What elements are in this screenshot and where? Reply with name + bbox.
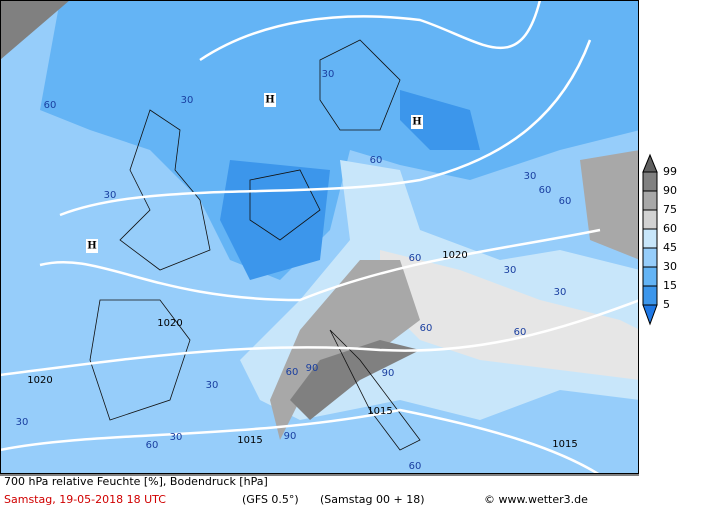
humidity-label: 60 xyxy=(44,100,57,111)
colorbar-box xyxy=(642,266,658,287)
humidity-label: 30 xyxy=(170,432,183,443)
humidity-label: 30 xyxy=(322,69,335,80)
colorbar-label: 30 xyxy=(663,260,677,273)
colorbar-box xyxy=(642,190,658,211)
isobar-label: 1020 xyxy=(442,250,467,261)
humidity-90-99 xyxy=(1,1,69,60)
footer-model: (GFS 0.5°) xyxy=(242,493,299,506)
colorbar-label: 60 xyxy=(663,222,677,235)
humidity-label: 30 xyxy=(16,417,29,428)
footer-date: Samstag, 19-05-2018 18 UTC xyxy=(4,493,166,506)
pressure-center-box xyxy=(264,93,276,107)
isobar-label: 1020 xyxy=(157,318,182,329)
pressure-center-box xyxy=(411,115,423,129)
map-frame xyxy=(0,0,639,474)
colorbar-label: 90 xyxy=(663,184,677,197)
isobar-label: 1015 xyxy=(367,406,392,417)
colorbar-box xyxy=(642,285,658,306)
pressure-center: H xyxy=(412,117,421,128)
humidity-label: 90 xyxy=(382,368,395,379)
humidity-label: 60 xyxy=(146,440,159,451)
humidity-label: 30 xyxy=(554,287,567,298)
colorbar-bottom-arrow xyxy=(642,304,658,326)
colorbar-label: 75 xyxy=(663,203,677,216)
colorbar: 99 90 75 60 45 30 15 5 xyxy=(642,153,677,326)
humidity-label: 30 xyxy=(504,265,517,276)
humidity-label: 60 xyxy=(514,327,527,338)
humidity-label: 90 xyxy=(306,363,319,374)
pressure-center: H xyxy=(265,95,274,106)
colorbar-label: 45 xyxy=(663,241,677,254)
isobars xyxy=(1,1,638,473)
humidity-label: 60 xyxy=(559,196,572,207)
isobar-label: 1020 xyxy=(27,375,52,386)
humidity-label: 60 xyxy=(420,323,433,334)
isobar-label: 1015 xyxy=(552,439,577,450)
footer-run: (Samstag 00 + 18) xyxy=(320,493,425,506)
colorbar-label: 15 xyxy=(663,279,677,292)
humidity-label: 30 xyxy=(524,171,537,182)
humidity-label: 60 xyxy=(539,185,552,196)
pressure-center-box xyxy=(86,239,98,253)
colorbar-label: 99 xyxy=(663,165,677,178)
humidity-label: 60 xyxy=(286,367,299,378)
colorbar-top-arrow xyxy=(642,153,658,173)
colorbar-box xyxy=(642,209,658,230)
humidity-15-30 xyxy=(40,1,638,280)
humidity-75-90 xyxy=(270,260,420,440)
footer-copyright: © www.wetter3.de xyxy=(484,493,588,506)
isobar-label: 1015 xyxy=(237,435,262,446)
colorbar-box xyxy=(642,171,658,192)
humidity-label: 90 xyxy=(284,431,297,442)
humidity-label: 60 xyxy=(409,461,422,472)
humidity-label: 30 xyxy=(206,380,219,391)
colorbar-label: 5 xyxy=(663,298,670,311)
humidity-label: 30 xyxy=(181,95,194,106)
coastlines xyxy=(89,39,421,451)
map-field xyxy=(1,1,638,473)
humidity-5-15 xyxy=(400,90,480,150)
humidity-60-75 xyxy=(380,250,638,380)
colorbar-box xyxy=(642,228,658,249)
footer-title: 700 hPa relative Feuchte [%], Bodendruck… xyxy=(4,475,268,488)
humidity-label: 60 xyxy=(409,253,422,264)
colorbar-box xyxy=(642,247,658,268)
humidity-label: 30 xyxy=(104,190,117,201)
humidity-label: 60 xyxy=(370,155,383,166)
pressure-center: H xyxy=(87,241,96,252)
